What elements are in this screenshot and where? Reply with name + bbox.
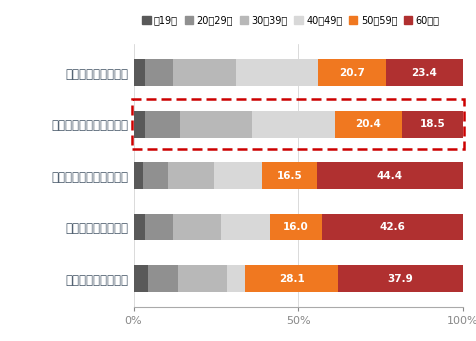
Bar	[168, 162, 214, 189]
Bar	[316, 162, 462, 189]
Text: 18.5: 18.5	[418, 119, 444, 129]
Bar	[145, 214, 173, 240]
Text: 23.4: 23.4	[410, 68, 436, 78]
Bar	[251, 111, 334, 137]
Text: 16.5: 16.5	[276, 170, 302, 181]
Bar	[262, 162, 316, 189]
Bar	[235, 59, 317, 86]
Text: 42.6: 42.6	[379, 222, 405, 232]
Bar	[133, 111, 145, 137]
Text: 20.7: 20.7	[338, 68, 364, 78]
Bar	[145, 111, 179, 137]
Text: 44.4: 44.4	[376, 170, 402, 181]
Bar	[334, 111, 401, 137]
Bar	[220, 214, 269, 240]
Bar	[179, 111, 251, 137]
Legend: ～19才, 20～29才, 30～39才, 40～49才, 50～59才, 60才～: ～19才, 20～29才, 30～39才, 40～49才, 50～59才, 60…	[138, 11, 443, 29]
Text: 16.0: 16.0	[283, 222, 308, 232]
Bar	[173, 59, 235, 86]
Text: 37.9: 37.9	[387, 273, 412, 284]
Bar	[322, 214, 462, 240]
Bar	[337, 265, 462, 292]
Bar	[145, 59, 173, 86]
Bar	[227, 265, 245, 292]
Bar	[245, 265, 337, 292]
Bar	[133, 265, 148, 292]
Text: 28.1: 28.1	[278, 273, 304, 284]
Bar	[317, 59, 385, 86]
Bar	[269, 214, 322, 240]
Bar	[214, 162, 262, 189]
Bar	[385, 59, 462, 86]
Bar	[178, 265, 227, 292]
Bar	[401, 111, 462, 137]
Bar	[133, 162, 143, 189]
Text: 20.4: 20.4	[355, 119, 380, 129]
Bar	[148, 265, 178, 292]
Bar	[133, 59, 145, 86]
Bar	[143, 162, 168, 189]
Bar	[133, 214, 145, 240]
Bar	[173, 214, 220, 240]
